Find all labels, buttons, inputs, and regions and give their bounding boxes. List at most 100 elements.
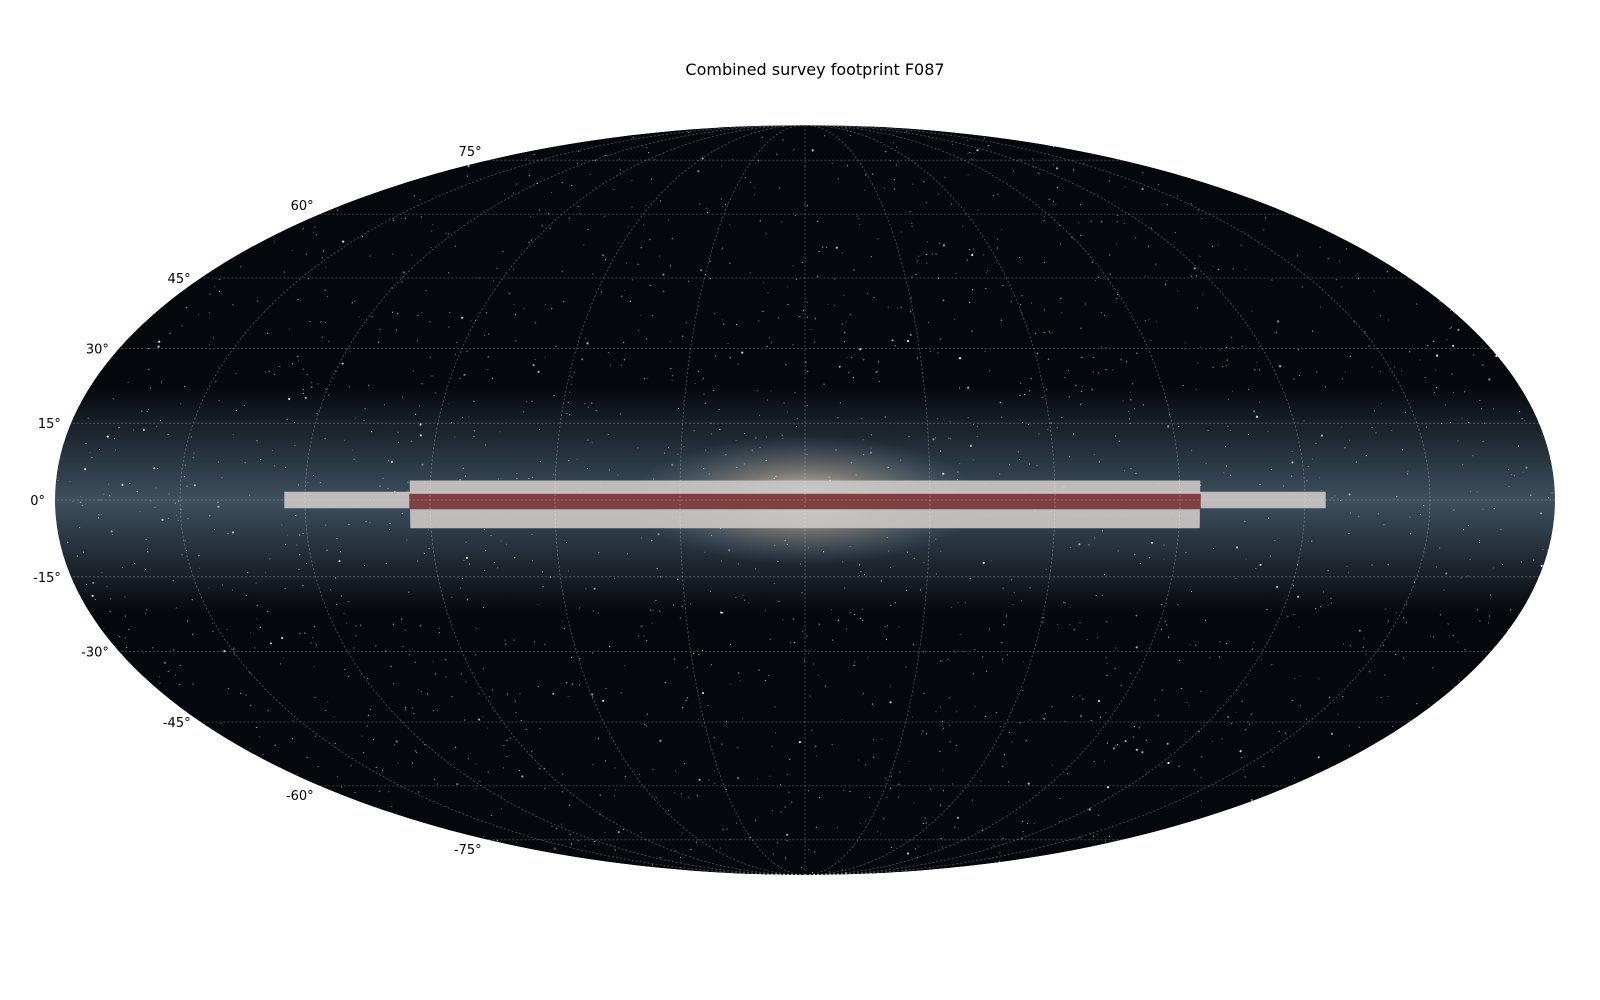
star [578, 657, 580, 659]
star [473, 430, 475, 432]
star [909, 333, 912, 336]
star [708, 779, 710, 781]
star [848, 372, 850, 374]
star [587, 406, 589, 408]
star [513, 269, 515, 271]
star [604, 215, 606, 217]
star [620, 692, 622, 694]
star [640, 537, 643, 539]
star [121, 483, 124, 486]
star [1349, 512, 1352, 514]
star [1316, 371, 1318, 373]
star [965, 602, 967, 604]
star [949, 724, 951, 726]
star [967, 174, 969, 176]
star [807, 790, 809, 792]
star [1116, 221, 1118, 223]
star [1129, 422, 1131, 424]
star [699, 203, 701, 205]
star [856, 215, 858, 217]
star [814, 851, 816, 853]
star [495, 268, 498, 270]
star [823, 135, 826, 137]
star [670, 368, 672, 370]
star [744, 432, 746, 434]
star [948, 697, 950, 699]
star [76, 555, 78, 557]
star [1271, 664, 1273, 666]
star [506, 755, 508, 758]
star [729, 838, 731, 841]
star [1433, 391, 1435, 393]
star [1439, 300, 1441, 302]
star [1255, 567, 1257, 570]
star [749, 182, 752, 184]
star [709, 277, 711, 280]
star [271, 450, 273, 452]
star [1069, 546, 1071, 549]
star [1391, 429, 1393, 432]
star [937, 277, 940, 280]
star [823, 383, 825, 385]
star [121, 567, 123, 569]
star [445, 676, 447, 678]
star [897, 161, 899, 163]
star [624, 775, 626, 777]
star [1209, 657, 1211, 659]
star [432, 224, 434, 226]
star [947, 658, 949, 660]
star [737, 747, 739, 749]
star [738, 672, 740, 674]
star [103, 627, 105, 630]
star [615, 789, 617, 791]
star [1201, 217, 1203, 220]
star [637, 635, 639, 637]
star [213, 529, 215, 531]
star [184, 386, 186, 388]
star [904, 339, 906, 341]
star [1245, 268, 1247, 270]
star [328, 340, 330, 343]
star [761, 136, 763, 138]
star [623, 359, 625, 361]
star [644, 723, 646, 725]
star [586, 342, 589, 345]
star [562, 791, 564, 793]
star [1508, 485, 1510, 488]
star [683, 445, 685, 448]
star [327, 394, 330, 396]
star [382, 477, 384, 479]
star [309, 320, 311, 323]
star [142, 428, 145, 431]
star [1513, 475, 1516, 477]
star [319, 482, 321, 484]
star [646, 714, 648, 716]
star [1255, 415, 1259, 418]
star [429, 321, 431, 323]
star [153, 467, 156, 470]
star [845, 320, 847, 323]
star [1436, 354, 1439, 357]
star [632, 137, 634, 139]
star [394, 490, 396, 492]
star [905, 666, 907, 668]
star [427, 693, 429, 695]
star [916, 260, 918, 262]
star [167, 670, 169, 673]
star [1226, 359, 1228, 361]
star [1021, 600, 1023, 602]
star [721, 165, 723, 167]
star [602, 699, 605, 702]
star [755, 568, 757, 570]
star [886, 536, 889, 538]
star [1467, 575, 1469, 577]
star [1450, 309, 1452, 311]
star [769, 775, 771, 777]
star [338, 559, 341, 563]
star [990, 560, 992, 562]
star [704, 273, 706, 276]
star [844, 332, 846, 334]
star [1292, 585, 1295, 587]
star [451, 596, 453, 598]
star [484, 569, 486, 572]
